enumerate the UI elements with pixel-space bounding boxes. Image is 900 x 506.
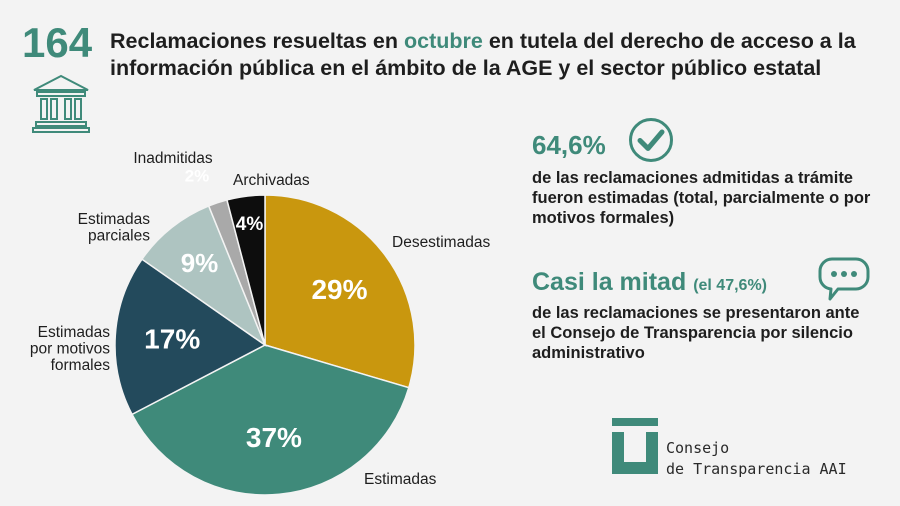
pie-slice-parciales: [140, 204, 267, 348]
consejo-logo-icon: [612, 418, 658, 474]
logo-line-1: Consejo: [666, 439, 730, 457]
pie-chart: 29% 37% 17% 9% 2% 4% Desestimadas Estimadas Esti…: [30, 150, 490, 496]
chat-bubble-icon: [818, 257, 870, 301]
title-part-1: Reclamaciones resueltas en: [110, 29, 404, 53]
pie-value-label-inadmitidas: 2%: [185, 167, 210, 186]
check-circle-icon: [629, 118, 673, 162]
pie-value-label-parciales: 9%: [181, 248, 219, 278]
pie-slice-archivadas: [226, 194, 266, 346]
category-label-motivos-formales: Estimadas por motivos formales: [30, 324, 110, 374]
category-label-desestimadas: Desestimadas: [392, 234, 490, 251]
pie-value-label-motivos-formales: 17%: [144, 324, 200, 355]
category-label-archivadas: Archivadas: [233, 172, 310, 189]
category-label-inadmitidas: Inadmitidas: [133, 150, 213, 167]
organization-logo-text: Consejo de Transparencia AAI: [666, 438, 847, 480]
category-label-parciales: Estimadas parciales: [78, 211, 151, 245]
stat-estimated-description: de las reclamaciones admitidas a trámite…: [532, 169, 871, 227]
stat-silence-percent: (el 47,6%): [693, 277, 767, 294]
title-part-2: en tutela del derecho de acceso a la inf…: [110, 29, 856, 80]
page-title: Reclamaciones resueltas en octubre en tu…: [110, 28, 890, 82]
category-label-estimadas: Estimadas: [364, 471, 437, 488]
pie-value-label-archivadas: 4%: [236, 214, 264, 235]
pie-value-label-desestimadas: 29%: [311, 274, 367, 305]
building-icon: [32, 74, 90, 133]
stat-estimated-percent: 64,6%: [532, 130, 606, 160]
stat-silence-value: Casi la mitad: [532, 268, 687, 296]
stat-silence-headline: Casi la mitad (el 47,6%): [532, 268, 767, 297]
pie-slice-motivos-formales: [114, 258, 267, 416]
total-count: 164: [22, 19, 93, 66]
pie-slice-desestimadas: [264, 194, 416, 389]
title-highlight-month: octubre: [404, 29, 483, 53]
pie-slice-estimadas: [130, 344, 410, 496]
stat-silence-description: de las reclamaciones se presentaron ante…: [532, 304, 860, 362]
logo-line-2: de Transparencia AAI: [666, 460, 847, 478]
pie-value-label-estimadas: 37%: [246, 422, 302, 453]
